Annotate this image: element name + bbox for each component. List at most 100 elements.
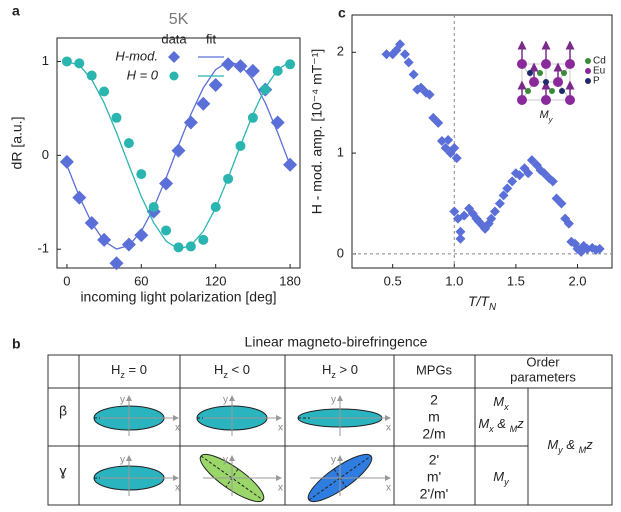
order-parameter-part: x — [488, 424, 494, 434]
order-parameter-part: y — [557, 445, 563, 455]
x-tick-label: 0.5 — [384, 273, 402, 288]
column-header: Hz = 0 — [111, 362, 147, 380]
data-point — [498, 190, 509, 201]
data-point — [245, 63, 260, 78]
data-point — [455, 226, 466, 237]
order-parameter-part: M — [547, 437, 558, 452]
data-point — [283, 157, 298, 172]
mpg: m — [428, 409, 440, 425]
data-point — [449, 206, 460, 217]
y-tick-label: 2 — [337, 44, 344, 59]
x-tick-label: 1.0 — [445, 273, 463, 288]
data-point — [489, 206, 500, 217]
data-point — [424, 89, 435, 100]
axis-label: x — [175, 423, 180, 434]
column-header-part: = 0 — [125, 362, 147, 377]
data-point — [74, 58, 85, 69]
inset-moment-part: y — [548, 115, 554, 124]
data-point — [183, 115, 198, 130]
x-axis-label-part: T/T — [468, 293, 490, 309]
axis-label: x — [278, 423, 283, 434]
data-point — [173, 242, 184, 253]
y-tick-label: 1 — [337, 145, 344, 160]
axis-label: y — [223, 395, 228, 406]
mpg: 2'/m' — [420, 486, 449, 502]
data-point — [270, 115, 285, 130]
data-point — [136, 169, 147, 180]
data-point — [59, 154, 74, 169]
column-header-part: > 0 — [336, 362, 358, 377]
column-header-part: H — [111, 362, 120, 377]
y-tick-label: 0 — [42, 147, 49, 162]
x-tick-label: 180 — [279, 273, 301, 288]
mpg: 2' — [429, 452, 439, 468]
data-point — [408, 69, 419, 80]
order-parameter-part: M — [478, 416, 489, 431]
data-point — [134, 228, 149, 243]
y-tick-label: -1 — [37, 241, 49, 256]
axis-label: y — [120, 455, 125, 466]
column-header: Hz < 0 — [214, 362, 250, 380]
axis-label: y — [331, 455, 336, 466]
table-frame — [47, 354, 613, 506]
order-parameter-part: x — [503, 402, 509, 412]
mpg: 2/m — [422, 426, 445, 442]
data-point — [459, 210, 470, 221]
order-parameter-part: y — [503, 477, 509, 487]
data-point — [523, 168, 534, 179]
data-point — [84, 215, 99, 230]
row-label: ɣ — [59, 463, 66, 479]
axis-label: y — [223, 455, 228, 466]
data-point — [433, 117, 444, 128]
data-point — [594, 243, 605, 254]
column-header-part: z — [120, 370, 125, 380]
table-title: Linear magneto-birefringence — [245, 334, 428, 350]
data-point — [563, 218, 574, 229]
x-tick-label: 120 — [205, 273, 227, 288]
x-axis-label: T/TN — [468, 293, 497, 313]
column-header: Hz > 0 — [322, 362, 358, 380]
crystal-inset — [517, 40, 591, 105]
legend-label: H = 0 — [127, 67, 159, 82]
panel-label: a — [12, 3, 20, 19]
order-parameter-part: M — [510, 424, 518, 434]
panel-label: c — [338, 5, 346, 21]
data-point — [99, 86, 110, 97]
data-point — [208, 77, 223, 92]
data-point — [455, 233, 466, 244]
order-parameter-part: & — [563, 437, 579, 452]
y-axis-label: H - mod. amp. [10⁻⁴ mT⁻¹] — [309, 49, 325, 215]
plot-frame — [351, 14, 613, 269]
mpg: 2 — [430, 392, 438, 408]
data-point — [148, 201, 159, 212]
axis-label: y — [120, 395, 125, 406]
legend-marker — [169, 71, 179, 81]
chart-title: 5K — [169, 11, 189, 28]
data-point — [403, 57, 414, 68]
inset-legend: Eu — [593, 66, 605, 77]
panel-label: b — [12, 336, 21, 352]
data-point — [502, 183, 513, 194]
legend-header: data — [161, 31, 187, 46]
data-point — [436, 135, 447, 146]
order-parameter-part: M — [579, 445, 587, 455]
data-point — [260, 84, 271, 95]
data-point — [556, 198, 567, 209]
order-parameter: My — [493, 469, 509, 487]
y-tick-label: 0 — [337, 245, 344, 260]
data-point — [161, 225, 172, 236]
data-point — [486, 213, 497, 224]
order-parameter-part: M — [493, 394, 504, 409]
legend-header: fit — [206, 31, 217, 46]
x-tick-label: 2.0 — [568, 273, 586, 288]
data-point — [494, 198, 505, 209]
column-header-part: H — [322, 362, 331, 377]
data-point — [198, 234, 209, 245]
data-point — [221, 57, 236, 72]
inset-legend: Cd — [593, 56, 606, 67]
ellipse-drawings — [93, 395, 391, 503]
inset-legend: P — [593, 76, 600, 87]
data-point — [285, 59, 296, 70]
data-point — [233, 59, 248, 74]
